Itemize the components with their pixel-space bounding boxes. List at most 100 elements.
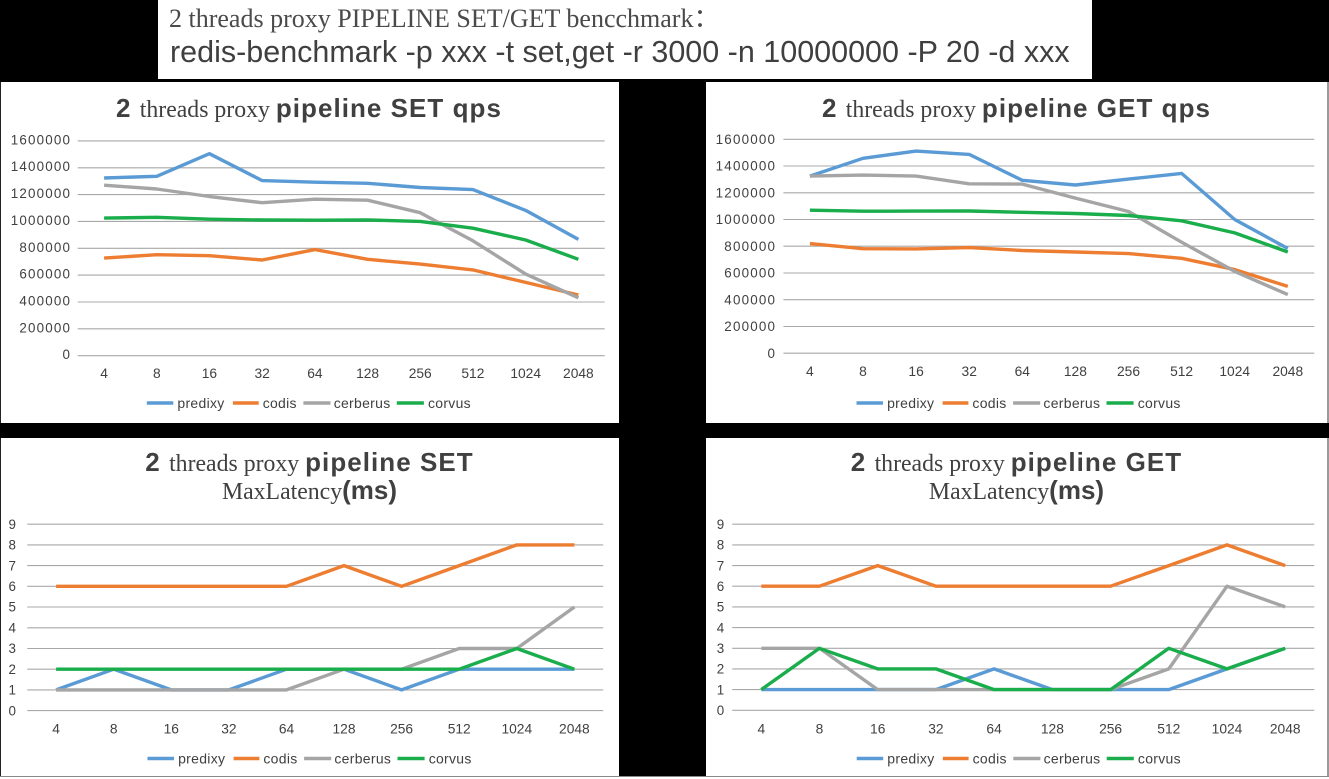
svg-text:2 threads proxy pipeline SET: 2 threads proxy pipeline SET (145, 447, 473, 477)
svg-text:5: 5 (9, 599, 18, 614)
svg-text:7: 7 (716, 558, 725, 573)
svg-text:200000: 200000 (724, 319, 776, 334)
svg-text:predixy: predixy (887, 395, 934, 411)
svg-text:1000000: 1000000 (11, 213, 71, 228)
svg-text:1600000: 1600000 (715, 132, 776, 147)
svg-text:3: 3 (9, 641, 18, 656)
svg-text:16: 16 (164, 721, 180, 736)
svg-text:2048: 2048 (563, 366, 594, 381)
svg-text:1200000: 1200000 (11, 186, 71, 201)
svg-text:32: 32 (961, 364, 976, 379)
svg-text:8: 8 (859, 364, 867, 379)
svg-text:800000: 800000 (19, 240, 71, 255)
svg-text:128: 128 (356, 366, 379, 381)
svg-text:cerberus: cerberus (334, 395, 391, 411)
svg-text:128: 128 (1063, 364, 1086, 379)
svg-text:0: 0 (63, 347, 72, 362)
svg-text:16: 16 (870, 721, 886, 736)
svg-text:MaxLatency(ms): MaxLatency(ms) (222, 475, 397, 505)
svg-text:1600000: 1600000 (11, 132, 71, 147)
svg-text:512: 512 (448, 721, 471, 736)
svg-text:codis: codis (972, 395, 1006, 411)
svg-text:3: 3 (716, 641, 725, 656)
svg-text:6: 6 (9, 579, 18, 594)
svg-text:512: 512 (1157, 721, 1180, 736)
svg-text:32: 32 (255, 366, 270, 381)
svg-text:4: 4 (52, 721, 60, 736)
svg-text:8: 8 (9, 537, 18, 552)
svg-text:2048: 2048 (559, 721, 590, 736)
svg-text:256: 256 (390, 721, 413, 736)
svg-text:corvus: corvus (1137, 750, 1180, 766)
svg-text:64: 64 (986, 721, 1002, 736)
svg-text:256: 256 (1099, 721, 1122, 736)
svg-text:8: 8 (815, 721, 823, 736)
svg-text:MaxLatency(ms): MaxLatency(ms) (928, 475, 1103, 505)
svg-text:0: 0 (9, 703, 18, 718)
svg-text:2048: 2048 (1272, 364, 1303, 379)
svg-text:7: 7 (9, 558, 18, 573)
svg-text:1024: 1024 (510, 366, 541, 381)
svg-text:1400000: 1400000 (715, 159, 776, 174)
svg-text:600000: 600000 (724, 266, 776, 281)
svg-text:16: 16 (202, 366, 218, 381)
svg-text:128: 128 (332, 721, 355, 736)
svg-text:codis: codis (263, 750, 297, 766)
svg-text:1000000: 1000000 (715, 212, 776, 227)
svg-text:128: 128 (1040, 721, 1063, 736)
svg-text:0: 0 (767, 346, 776, 361)
svg-text:5: 5 (716, 599, 725, 614)
svg-text:9: 9 (716, 516, 725, 531)
svg-text:2048: 2048 (1269, 721, 1300, 736)
svg-text:64: 64 (279, 721, 295, 736)
svg-text:1400000: 1400000 (11, 159, 71, 174)
svg-text:4: 4 (9, 620, 18, 635)
svg-text:1024: 1024 (1211, 721, 1242, 736)
svg-text:256: 256 (409, 366, 432, 381)
svg-text:1024: 1024 (501, 721, 532, 736)
svg-text:8: 8 (716, 537, 725, 552)
svg-text:2 threads proxy pipeline SET q: 2 threads proxy pipeline SET qps (116, 93, 502, 123)
svg-text:1: 1 (716, 682, 725, 697)
svg-text:16: 16 (908, 364, 924, 379)
svg-text:cerberus: cerberus (1043, 750, 1100, 766)
svg-text:1024: 1024 (1219, 364, 1250, 379)
svg-text:1200000: 1200000 (715, 186, 776, 201)
svg-text:600000: 600000 (19, 267, 71, 282)
svg-text:corvus: corvus (428, 395, 471, 411)
svg-text:2 threads proxy pipeline GET q: 2 threads proxy pipeline GET qps (821, 93, 1210, 123)
svg-text:32: 32 (928, 721, 943, 736)
svg-text:1: 1 (9, 682, 18, 697)
svg-text:2: 2 (9, 661, 18, 676)
svg-text:256: 256 (1116, 364, 1139, 379)
svg-text:400000: 400000 (19, 293, 71, 308)
svg-text:0: 0 (716, 703, 725, 718)
svg-text:512: 512 (461, 366, 484, 381)
svg-text:predixy: predixy (177, 395, 224, 411)
svg-text:4: 4 (806, 364, 814, 379)
svg-text:cerberus: cerberus (334, 750, 391, 766)
svg-text:2: 2 (716, 661, 725, 676)
svg-text:800000: 800000 (724, 239, 776, 254)
svg-text:predixy: predixy (178, 750, 225, 766)
svg-text:64: 64 (1014, 364, 1030, 379)
svg-text:corvus: corvus (1137, 395, 1180, 411)
svg-text:32: 32 (221, 721, 236, 736)
svg-text:8: 8 (110, 721, 118, 736)
svg-text:200000: 200000 (19, 320, 71, 335)
svg-text:cerberus: cerberus (1043, 395, 1100, 411)
svg-text:predixy: predixy (887, 750, 934, 766)
svg-text:9: 9 (9, 516, 18, 531)
svg-text:512: 512 (1170, 364, 1193, 379)
svg-text:4: 4 (757, 721, 765, 736)
svg-text:2 threads proxy pipeline GET: 2 threads proxy pipeline GET (850, 447, 1181, 477)
svg-text:codis: codis (972, 750, 1006, 766)
svg-text:6: 6 (716, 578, 725, 593)
svg-text:4: 4 (716, 620, 725, 635)
svg-text:400000: 400000 (724, 292, 776, 307)
svg-text:codis: codis (263, 395, 297, 411)
svg-text:64: 64 (307, 366, 323, 381)
svg-text:4: 4 (100, 366, 108, 381)
svg-text:corvus: corvus (429, 750, 472, 766)
svg-text:8: 8 (153, 366, 161, 381)
